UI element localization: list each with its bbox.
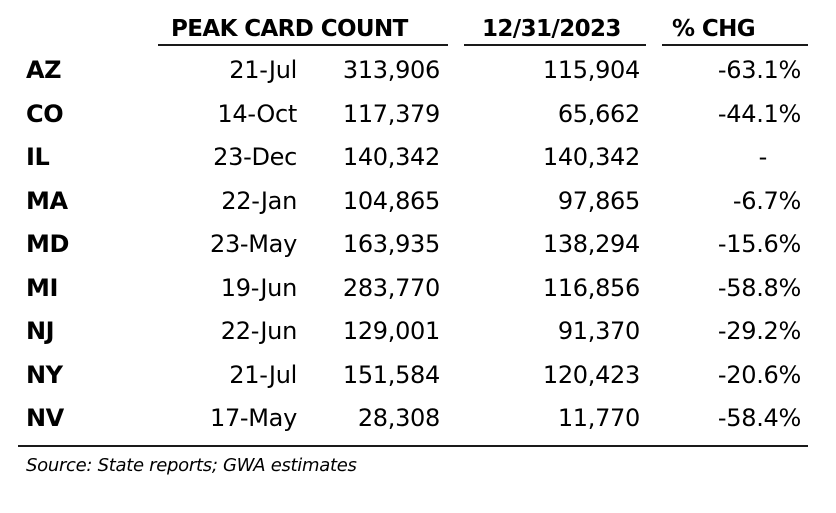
percent-change: - <box>758 143 768 171</box>
percent-change: -44.1% <box>717 99 801 128</box>
state-code: AZ <box>26 56 62 84</box>
peak-card-count: 151,584 <box>342 360 440 389</box>
percent-change: -63.1% <box>717 56 801 84</box>
percent-change: -58.4% <box>717 404 801 432</box>
table-row: NJ 22-Jun 129,001 91,370 -29.2% <box>0 313 836 350</box>
year-end-card-count: 116,856 <box>542 273 640 302</box>
table-row: IL 23-Dec 140,342 140,342 - <box>0 139 836 176</box>
header-underline-year-end <box>464 44 646 46</box>
percent-change: -15.6% <box>717 230 801 258</box>
peak-card-count: 129,001 <box>342 317 440 345</box>
peak-date: 22-Jun <box>220 317 298 345</box>
table-row: NY 21-Jul 151,584 120,423 -20.6% <box>0 357 836 394</box>
table-row: MI 19-Jun 283,770 116,856 -58.8% <box>0 270 836 307</box>
peak-card-count: 117,379 <box>342 99 440 128</box>
table-row: NV 17-May 28,308 11,770 -58.4% <box>0 400 836 437</box>
state-code: CO <box>26 99 64 128</box>
peak-card-count: 163,935 <box>342 230 440 258</box>
header-pct-change: % CHG <box>672 16 756 42</box>
header-underline-pct-change <box>662 44 808 46</box>
percent-change: -58.8% <box>717 273 801 302</box>
peak-date: 14-Oct <box>217 99 297 128</box>
table-row: MA 22-Jan 104,865 97,865 -6.7% <box>0 183 836 220</box>
percent-change: -6.7% <box>732 186 801 215</box>
state-code: MI <box>26 273 59 302</box>
peak-card-count: 283,770 <box>342 273 440 302</box>
year-end-card-count: 140,342 <box>542 143 640 171</box>
state-code: NY <box>26 360 63 389</box>
peak-date: 21-Jul <box>229 360 297 389</box>
state-code: IL <box>26 143 50 171</box>
header-year-end-date: 12/31/2023 <box>482 16 621 42</box>
peak-date: 17-May <box>209 404 297 432</box>
table-row: MD 23-May 163,935 138,294 -15.6% <box>0 226 836 263</box>
state-code: MD <box>26 230 70 258</box>
peak-card-count: 28,308 <box>357 404 440 432</box>
table-row: AZ 21-Jul 313,906 115,904 -63.1% <box>0 52 836 89</box>
year-end-card-count: 65,662 <box>557 99 640 128</box>
year-end-card-count: 115,904 <box>542 56 640 84</box>
table-bottom-border <box>18 445 808 447</box>
peak-card-count: 140,342 <box>342 143 440 171</box>
table-row: CO 14-Oct 117,379 65,662 -44.1% <box>0 96 836 133</box>
year-end-card-count: 97,865 <box>557 186 640 215</box>
percent-change: -20.6% <box>717 360 801 389</box>
peak-date: 23-May <box>209 230 297 258</box>
peak-date: 22-Jan <box>221 186 297 215</box>
year-end-card-count: 120,423 <box>542 360 640 389</box>
header-peak-card-count: PEAK CARD COUNT <box>171 16 408 42</box>
peak-card-count: 313,906 <box>342 56 440 84</box>
peak-date: 21-Jul <box>229 56 297 84</box>
source-note: Source: State reports; GWA estimates <box>26 455 357 476</box>
state-code: NJ <box>26 317 55 345</box>
peak-date: 19-Jun <box>220 273 298 302</box>
percent-change: -29.2% <box>717 317 801 345</box>
peak-card-count: 104,865 <box>342 186 440 215</box>
header-underline-peak <box>158 44 448 46</box>
year-end-card-count: 138,294 <box>542 230 640 258</box>
state-code: MA <box>26 186 68 215</box>
year-end-card-count: 91,370 <box>557 317 640 345</box>
year-end-card-count: 11,770 <box>557 404 640 432</box>
peak-date: 23-Dec <box>213 143 297 171</box>
state-code: NV <box>26 404 64 432</box>
